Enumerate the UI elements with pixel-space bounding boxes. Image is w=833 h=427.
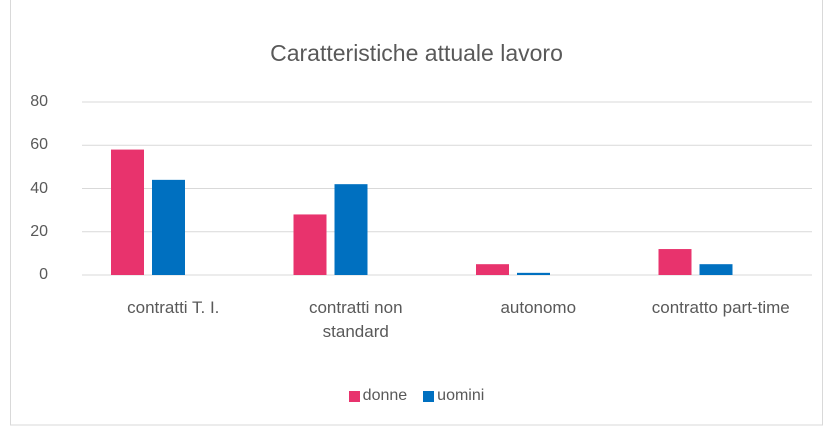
- legend-swatch: [348, 390, 360, 402]
- y-tick-label: 40: [30, 179, 48, 197]
- legend-swatch: [423, 390, 435, 402]
- bar: [334, 184, 368, 275]
- y-tick-label: 20: [30, 222, 48, 240]
- bar: [111, 149, 144, 275]
- legend-item: donne: [348, 387, 408, 405]
- bar: [152, 179, 185, 275]
- bar: [658, 249, 692, 275]
- chart-title: Caratteristiche attuale lavoro: [270, 40, 563, 66]
- legend-label: donne: [362, 387, 408, 404]
- x-tick-label: contratti T. I.: [127, 298, 220, 317]
- y-tick-label: 0: [39, 266, 48, 283]
- bar: [476, 264, 509, 275]
- legend-item: uomini: [423, 387, 484, 405]
- bar: [293, 214, 327, 275]
- y-tick-label: 60: [30, 136, 48, 154]
- x-tick-label: autonomo: [500, 298, 577, 317]
- bar: [699, 264, 733, 275]
- chart-border: [10, 0, 823, 426]
- y-tick-label: 80: [30, 93, 48, 110]
- legend-label: uomini: [437, 387, 485, 404]
- bar: [517, 272, 550, 275]
- x-tick-label: contratto part-time: [651, 298, 790, 317]
- legend: donne uomini: [0, 387, 833, 405]
- x-tick-label: contratti non standard: [308, 298, 403, 341]
